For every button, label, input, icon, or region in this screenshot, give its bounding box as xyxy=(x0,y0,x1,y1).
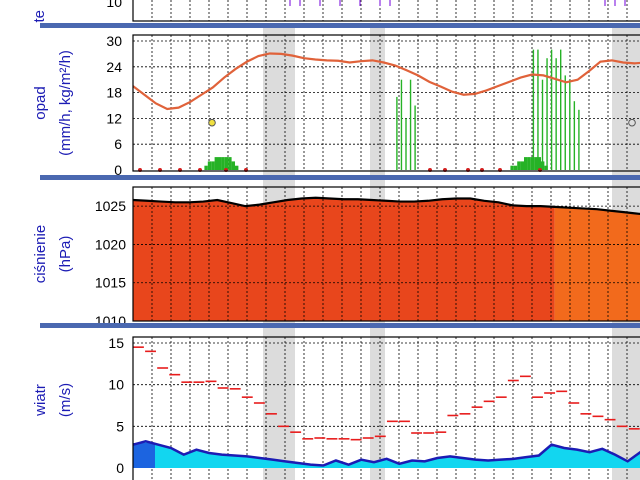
temperature-panel: te 10 xyxy=(31,0,640,23)
precipitation-bar xyxy=(541,161,545,170)
axis-tick-label: 24 xyxy=(106,59,122,75)
precipitation-bar xyxy=(218,157,222,170)
axis-tick-label: 6 xyxy=(114,136,122,152)
precipitation-bar xyxy=(231,161,235,170)
precipitation-axis-unit: (mm/h, kg/m²/h) xyxy=(57,50,74,156)
axis-tick-label: 18 xyxy=(106,85,122,101)
precipitation-bar xyxy=(224,157,229,170)
axis-tick-label: 1020 xyxy=(95,236,126,252)
precipitation-bar xyxy=(204,165,208,170)
axis-tick-label: 10 xyxy=(108,377,124,393)
panel-separator xyxy=(40,175,640,180)
precipitation-panel-frame xyxy=(132,34,640,172)
axis-tick-label: 15 xyxy=(108,335,124,351)
precipitation-bar xyxy=(534,157,538,170)
pressure-line xyxy=(132,196,640,216)
precipitation-bar xyxy=(214,157,218,170)
precipitation-bar xyxy=(524,157,528,170)
precipitation-bar xyxy=(221,157,225,170)
axis-tick-label: 5 xyxy=(116,418,124,434)
precipitation-bar xyxy=(207,161,212,170)
precipitation-bar xyxy=(235,165,239,170)
precipitation-symbol-yellow xyxy=(208,118,216,127)
pressure-panel-frame xyxy=(132,186,640,322)
wind-axis-title: wiatr xyxy=(32,384,49,417)
precipitation-bar xyxy=(228,157,232,170)
temperature-line xyxy=(132,52,640,111)
precipitation-panel: opad (mm/h, kg/m²/h) 0 6 12 18 24 30 xyxy=(32,33,640,178)
precipitation-bar xyxy=(510,165,514,170)
wind-area xyxy=(133,441,640,468)
precipitation-bar xyxy=(517,161,521,170)
precipitation-bar xyxy=(513,165,518,170)
pressure-axis-title: ciśnienie xyxy=(32,225,49,283)
wind-panel-frame xyxy=(132,336,640,480)
precipitation-bar xyxy=(520,161,524,170)
axis-tick-label: 0 xyxy=(116,460,124,476)
precipitation-bar xyxy=(530,157,535,170)
precipitation-bar xyxy=(537,157,541,170)
axis-tick-label: 1025 xyxy=(95,198,126,214)
precipitation-symbol-grey xyxy=(628,118,636,127)
pressure-area xyxy=(133,197,555,321)
temperature-tick-10: 10 xyxy=(106,0,122,10)
wind-axis-unit: (m/s) xyxy=(57,383,74,417)
wind-line xyxy=(132,440,640,467)
panel-separator xyxy=(40,23,640,28)
pressure-area-later xyxy=(554,206,640,321)
pressure-axis-unit: (hPa) xyxy=(57,236,74,273)
panel-separator xyxy=(40,323,640,328)
precipitation-bar xyxy=(527,157,531,170)
precipitation-axis-title: opad xyxy=(32,86,49,119)
wind-panel: wiatr (m/s) 0 5 10 15 xyxy=(32,335,640,480)
temperature-axis-title: te xyxy=(31,10,48,23)
precipitation-bar xyxy=(211,161,215,170)
axis-tick-label: 30 xyxy=(106,33,122,49)
temperature-panel-frame xyxy=(132,0,640,22)
precipitation-bar xyxy=(544,165,548,170)
axis-tick-label: 1015 xyxy=(95,275,126,291)
wind-area-start xyxy=(133,443,155,468)
axis-tick-label: 0 xyxy=(114,162,122,178)
axis-tick-label: 12 xyxy=(106,110,122,126)
